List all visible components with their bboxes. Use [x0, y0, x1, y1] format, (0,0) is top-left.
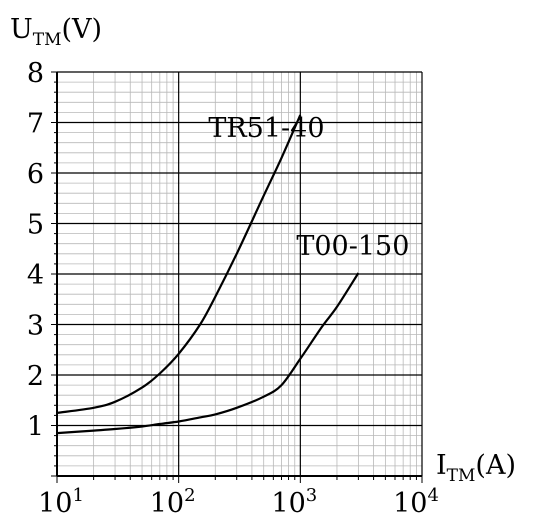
y-tick-label: 5 [27, 210, 44, 241]
series-label-tr51-40: TR51-40 [208, 113, 324, 144]
plot-series [56, 114, 360, 435]
y-axis-label: UTM(V) [10, 14, 102, 50]
y-tick-label: 8 [27, 58, 44, 89]
series-line-t00-150 [56, 272, 360, 435]
y-tick-label: 4 [27, 260, 44, 291]
series-label-t00-150: T00-150 [296, 231, 409, 262]
x-tick-label: 103 [271, 485, 317, 519]
x-tick-label: 104 [393, 485, 439, 519]
x-tick-label: 101 [38, 485, 84, 519]
y-tick-label: 1 [27, 412, 44, 443]
x-tick-label: 102 [150, 485, 196, 519]
series-line-tr51-40 [56, 114, 302, 414]
y-tick-label: 3 [27, 311, 44, 342]
labels: 1 2 3 4 5 6 7 8 101 102 103 104 UTM(V) ITM(A) TR51-40 T… [10, 14, 516, 519]
grid [56, 71, 423, 476]
y-tick-label: 6 [27, 159, 44, 190]
x-axis-label: ITM(A) [436, 450, 516, 486]
y-tick-label: 7 [27, 109, 44, 140]
y-tick-label: 2 [27, 361, 44, 392]
axes [51, 71, 423, 483]
